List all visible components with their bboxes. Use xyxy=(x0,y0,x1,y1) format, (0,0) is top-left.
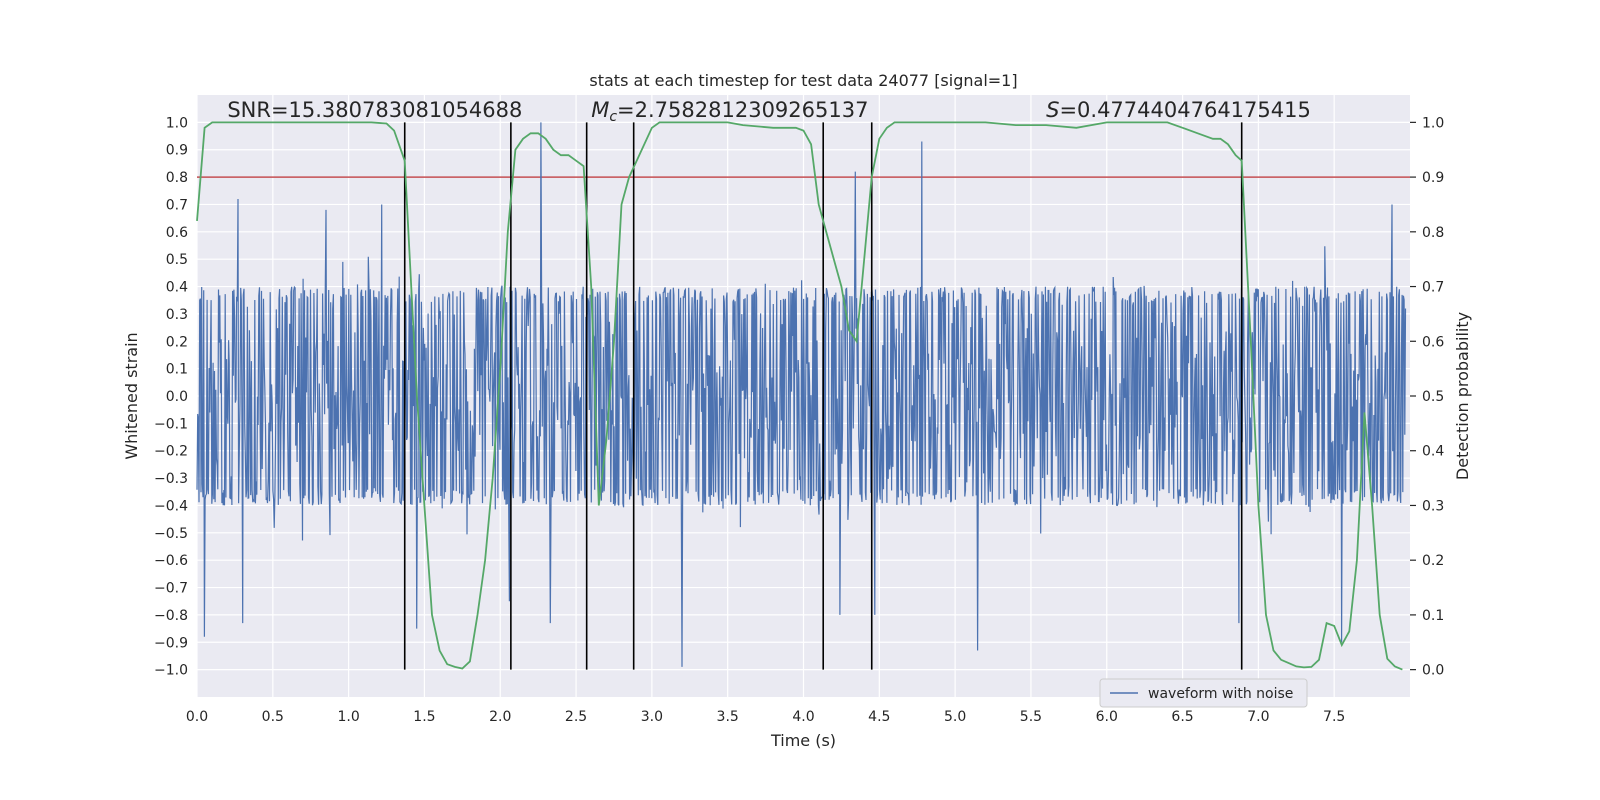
y2-tick-label-10: 0.0 xyxy=(1422,663,1444,679)
x-axis-label: Time (s) xyxy=(770,731,836,750)
y2-tick-label-3: 0.7 xyxy=(1422,280,1444,296)
y-axis-label: Whitened strain xyxy=(122,332,141,459)
grid xyxy=(196,95,1410,697)
y-tick-label-7: 0.3 xyxy=(166,307,188,323)
x-tick-label-8: 4.0 xyxy=(792,709,814,725)
y-tick-label-3: 0.7 xyxy=(166,197,188,213)
annotation-chirp-mass-symbol: M xyxy=(591,98,609,122)
y-tick-label-4: 0.6 xyxy=(166,225,188,241)
y2-tick-label-4: 0.6 xyxy=(1422,334,1444,350)
y2-tick-label-7: 0.3 xyxy=(1422,498,1444,514)
y-tick-label-1: 0.9 xyxy=(166,143,188,159)
x-tick-label-10: 5.0 xyxy=(944,709,966,725)
probability-layer xyxy=(196,121,1403,671)
annotation-chirp-mass-subscript: c xyxy=(609,109,617,125)
y-tick-label-16: −0.6 xyxy=(154,553,188,569)
y2-tick-label-1: 0.9 xyxy=(1422,170,1444,186)
y-tick-label-2: 0.8 xyxy=(166,170,188,186)
legend-box xyxy=(1099,678,1308,708)
y2-tick-label-2: 0.8 xyxy=(1422,225,1444,241)
annotation-chirp-mass: Mc=2.7582812309265137 xyxy=(591,98,868,125)
y-tick-label-20: −1.0 xyxy=(154,663,188,679)
y-tick-label-6: 0.4 xyxy=(166,280,188,296)
x-tick-label-3: 1.5 xyxy=(413,709,435,725)
y-tick-label-8: 0.2 xyxy=(166,334,188,350)
legend: waveform with noise xyxy=(1099,678,1308,708)
y-tick-label-17: −0.7 xyxy=(154,581,188,597)
probability-line xyxy=(196,121,1403,671)
x-tick-label-12: 6.0 xyxy=(1096,709,1118,725)
x-tick-label-2: 1.0 xyxy=(337,709,359,725)
x-tick-label-5: 2.5 xyxy=(565,709,587,725)
x-tick-label-4: 2.0 xyxy=(489,709,511,725)
y-tick-label-13: −0.3 xyxy=(154,471,188,487)
annotation-significance-symbol: S xyxy=(1046,98,1059,122)
annotation-snr: SNR=15.380783081054688 xyxy=(227,98,522,122)
vertical-lines-layer xyxy=(403,122,1243,670)
y2-tick-label-6: 0.4 xyxy=(1422,444,1444,460)
x-tick-label-14: 7.0 xyxy=(1247,709,1269,725)
y-tick-label-5: 0.5 xyxy=(166,252,188,268)
x-tick-label-0: 0.0 xyxy=(186,709,208,725)
annotation-significance-value: =0.4774404764175415 xyxy=(1059,98,1310,122)
y-tick-label-12: −0.2 xyxy=(154,444,188,460)
legend-label-waveform: waveform with noise xyxy=(1148,686,1293,702)
chart-title: stats at each timestep for test data 240… xyxy=(589,71,1017,90)
waveform-line xyxy=(196,122,1407,667)
y-tick-label-10: 0.0 xyxy=(166,389,188,405)
y-tick-label-9: 0.1 xyxy=(166,362,188,378)
x-tick-label-7: 3.5 xyxy=(717,709,739,725)
y-tick-label-19: −0.9 xyxy=(154,635,188,651)
y-tick-label-14: −0.4 xyxy=(154,498,188,514)
y-tick-label-0: 1.0 xyxy=(166,115,188,131)
ticks-layer: 0.0 0.5 1.0 1.5 2.0 2.5 3.0 3.5 4.0 4.5 5.0 5.5 6.0 6… xyxy=(154,115,1444,725)
y2-tick-label-5: 0.5 xyxy=(1422,389,1444,405)
y2-tick-label-0: 1.0 xyxy=(1422,115,1444,131)
x-tick-label-1: 0.5 xyxy=(262,709,284,725)
x-tick-label-9: 4.5 xyxy=(868,709,890,725)
annotation-chirp-mass-value: =2.7582812309265137 xyxy=(617,98,868,122)
y2-tick-label-9: 0.1 xyxy=(1422,608,1444,624)
y2-axis-label: Detection probability xyxy=(1453,312,1472,480)
x-tick-label-13: 6.5 xyxy=(1171,709,1193,725)
annotations: SNR=15.380783081054688 Mc=2.758281230926… xyxy=(227,98,1311,125)
x-tick-label-15: 7.5 xyxy=(1323,709,1345,725)
x-tick-label-11: 5.5 xyxy=(1020,709,1042,725)
y-tick-label-15: −0.5 xyxy=(154,526,188,542)
x-tick-label-6: 3.0 xyxy=(641,709,663,725)
waveform-layer xyxy=(196,122,1407,667)
y2-tick-label-8: 0.2 xyxy=(1422,553,1444,569)
y-tick-label-11: −0.1 xyxy=(154,416,188,432)
y-tick-label-18: −0.8 xyxy=(154,608,188,624)
annotation-significance: S=0.4774404764175415 xyxy=(1046,98,1311,122)
